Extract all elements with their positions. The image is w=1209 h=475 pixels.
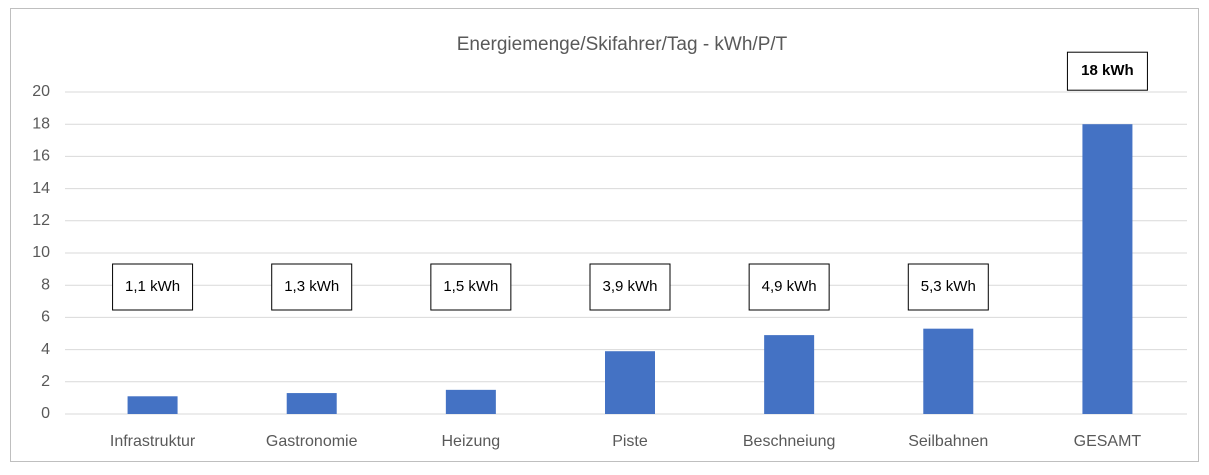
data-label: 1,1 kWh <box>125 278 180 295</box>
x-tick-label: Beschneiung <box>743 433 836 450</box>
data-label: 1,3 kWh <box>284 278 339 295</box>
y-tick-label: 20 <box>32 83 50 100</box>
data-label-box <box>430 263 512 311</box>
data-label: 5,3 kWh <box>921 278 976 295</box>
bar <box>127 396 178 414</box>
x-tick-label: Seilbahnen <box>908 433 988 450</box>
chart-title: Energiemenge/Skifahrer/Tag - kWh/P/T <box>457 34 788 55</box>
y-tick-label: 0 <box>41 405 50 422</box>
y-tick-label: 2 <box>41 373 50 390</box>
x-tick-label: Heizung <box>442 433 501 450</box>
bar <box>764 335 815 414</box>
bar <box>445 389 496 414</box>
x-tick-label: Gastronomie <box>266 433 358 450</box>
data-label-box <box>271 263 353 311</box>
data-label: 4,9 kWh <box>762 278 817 295</box>
data-label: 1,5 kWh <box>443 278 498 295</box>
data-label-box <box>748 263 830 311</box>
y-tick-label: 8 <box>41 276 50 293</box>
x-tick-label: GESAMT <box>1074 433 1142 450</box>
y-tick-label: 4 <box>41 341 50 358</box>
data-label: 3,9 kWh <box>602 278 657 295</box>
y-tick-label: 14 <box>32 180 50 197</box>
y-tick-label: 12 <box>32 212 50 229</box>
bar <box>286 393 337 414</box>
bar <box>1082 124 1133 414</box>
y-tick-label: 16 <box>32 148 50 165</box>
y-tick-label: 18 <box>32 115 50 132</box>
x-tick-label: Piste <box>612 433 648 450</box>
bar <box>923 328 974 414</box>
data-label-box <box>112 263 194 311</box>
data-label-box <box>907 263 989 311</box>
data-label: 18 kWh <box>1081 62 1134 79</box>
y-tick-label: 6 <box>41 309 50 326</box>
data-label-box <box>589 263 671 311</box>
bar <box>605 351 655 414</box>
y-tick-label: 10 <box>32 244 50 261</box>
chart-border <box>10 8 1199 462</box>
x-tick-label: Infrastruktur <box>110 433 196 450</box>
data-label-box <box>1066 51 1148 91</box>
